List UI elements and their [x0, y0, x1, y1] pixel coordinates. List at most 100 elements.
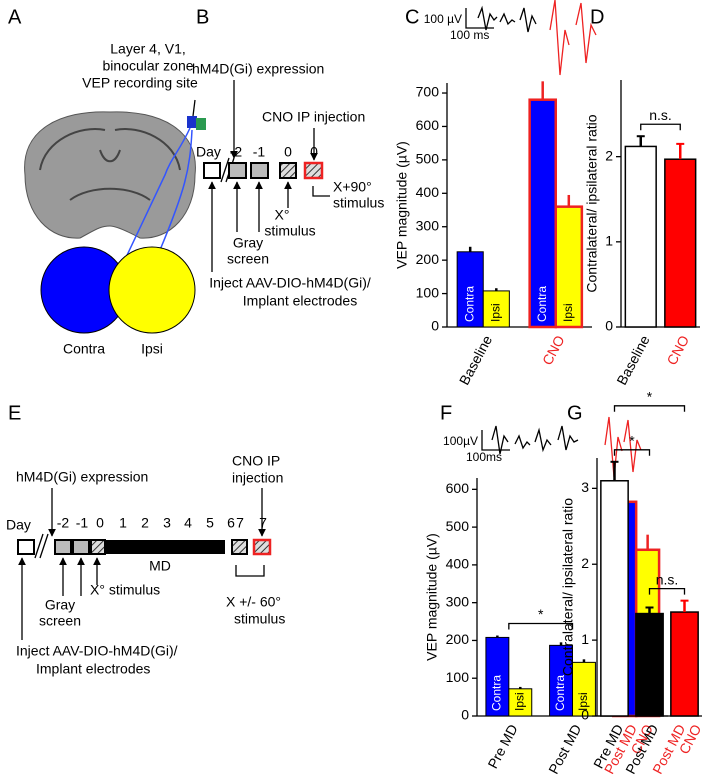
- y-tick-label: 0: [431, 318, 439, 334]
- scale-label: 100µV: [443, 434, 478, 448]
- bar-label: Contra: [553, 675, 567, 711]
- x-tick-label: CNO: [663, 333, 692, 368]
- panel-e: E hM4D(Gi) expression CNO IP injection D…: [6, 402, 285, 676]
- y-tick-label: 500: [416, 151, 440, 167]
- y-tick-label: 1: [581, 631, 589, 647]
- recording-site: [187, 116, 197, 128]
- panel-letter: B: [196, 6, 209, 28]
- day-label: Day: [6, 517, 31, 533]
- vep-trace: [549, 0, 597, 76]
- significance-label: n.s.: [649, 107, 672, 123]
- bar: [528, 98, 558, 329]
- day: -1: [253, 144, 266, 160]
- timeline-box: [303, 161, 324, 180]
- day: 5: [206, 515, 214, 531]
- x-tick-label: Baseline: [613, 332, 652, 387]
- day: 1: [119, 515, 127, 531]
- y-axis-label: Contralateral/ ipsilateral ratio: [584, 114, 600, 292]
- day: 7: [236, 515, 244, 531]
- expression-label: hM4D(Gi) expression: [16, 469, 148, 485]
- eye-label: Ipsi: [141, 341, 163, 357]
- bar: [664, 158, 697, 328]
- day: -2: [57, 515, 70, 531]
- stim-label: stimulus: [234, 611, 285, 627]
- day: -1: [76, 515, 89, 531]
- y-tick-label: 2: [581, 555, 589, 571]
- significance-bracket: [613, 405, 686, 412]
- projection: [119, 127, 193, 271]
- y-tick-label: 600: [416, 117, 440, 133]
- y-tick-label: 400: [416, 184, 440, 200]
- y-tick-label: 0: [581, 707, 589, 723]
- ipsi-eye: [108, 246, 196, 334]
- panel-letter: E: [8, 402, 21, 424]
- y-tick-label: 0: [461, 707, 469, 723]
- stim-label: stimulus: [333, 195, 384, 211]
- day: 0: [284, 144, 292, 160]
- y-tick-label: 200: [416, 251, 440, 267]
- brain-detail: [39, 128, 181, 201]
- bar-label: Contra: [490, 675, 504, 711]
- site-label: binocular zone: [102, 58, 193, 74]
- cno-label: injection: [232, 470, 283, 486]
- significance-label: *: [629, 432, 635, 448]
- bar: [635, 612, 664, 717]
- day: 3: [163, 515, 171, 531]
- gray-label: screen: [39, 613, 81, 629]
- y-tick-label: 1: [605, 233, 613, 249]
- md-label: MD: [149, 558, 171, 574]
- y-axis-label: VEP magnitude (µV): [394, 141, 410, 269]
- bar-label: Ipsi: [561, 303, 575, 322]
- recording-site: [196, 118, 206, 130]
- inject-label: Inject AAV-DIO-hM4D(Gi)/: [209, 275, 371, 291]
- y-tick-label: 3: [581, 479, 589, 495]
- x-tick-label: Post MD: [545, 722, 584, 777]
- x-tick-label: Pre MD: [484, 722, 520, 771]
- y-tick-label: 700: [416, 84, 440, 100]
- bar-label: Contra: [535, 286, 549, 322]
- bar-label: Ipsi: [488, 303, 502, 322]
- significance-bracket: [648, 588, 686, 595]
- bar: [456, 251, 484, 328]
- bracket: [235, 565, 265, 577]
- y-axis-label: VEP magnitude (µV): [424, 533, 440, 661]
- day: 6: [227, 515, 235, 531]
- stim-label: stimulus: [264, 223, 315, 239]
- significance-bracket: [613, 449, 651, 456]
- inject-label: Implant electrodes: [243, 293, 357, 309]
- panel-b: B hM4D(Gi) expression CNO IP injection D…: [192, 6, 384, 308]
- day: 0: [310, 144, 318, 160]
- significance-label: *: [538, 606, 544, 622]
- x-tick-label: CNO: [539, 333, 568, 368]
- panel-letter: F: [440, 402, 452, 424]
- timeline-box: [250, 162, 269, 179]
- timeline-box: [17, 539, 35, 555]
- y-tick-label: 300: [416, 217, 440, 233]
- panel-a: A Layer 4, V1, binocular zone VEP record…: [8, 6, 206, 357]
- brain-slice: [24, 111, 196, 239]
- panel-letter: A: [8, 6, 22, 28]
- day-label: Day: [196, 144, 221, 160]
- eye-label: Contra: [63, 341, 105, 357]
- bar: [600, 480, 629, 717]
- y-tick-label: 2: [605, 147, 613, 163]
- day: 2: [141, 515, 149, 531]
- pointer: [192, 99, 196, 117]
- day: 4: [184, 515, 192, 531]
- scale-bar: [465, 8, 494, 29]
- gray-label: Gray: [45, 597, 75, 613]
- site-label: Layer 4, V1,: [110, 41, 186, 57]
- significance-label: *: [647, 388, 653, 404]
- y-tick-label: 500: [446, 518, 470, 534]
- scale-label: 100 µV: [424, 12, 462, 26]
- stim-label: X+90°: [333, 179, 372, 195]
- expression-label: hM4D(Gi) expression: [192, 61, 324, 77]
- timeline-box: [231, 539, 248, 555]
- y-tick-label: 100: [446, 669, 470, 685]
- vep-trace: [477, 5, 537, 33]
- gray-label: screen: [227, 251, 269, 267]
- bar-label: Ipsi: [576, 692, 590, 711]
- timeline-box: [90, 539, 106, 555]
- scale-bar: [481, 430, 510, 451]
